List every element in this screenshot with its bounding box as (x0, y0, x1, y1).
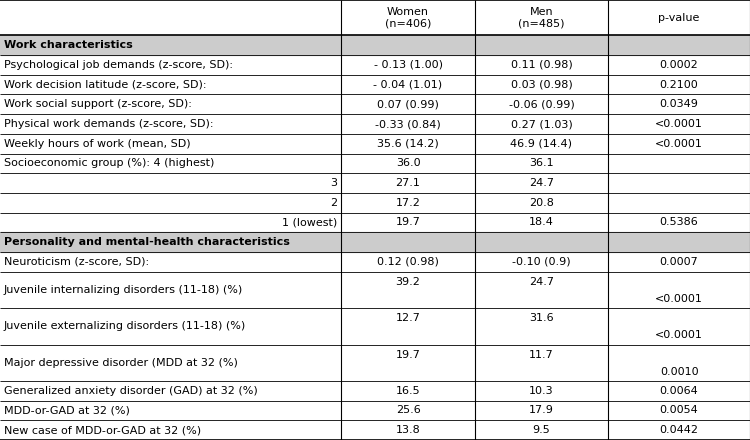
Text: 9.5: 9.5 (532, 425, 550, 435)
Text: 2: 2 (330, 198, 338, 208)
Text: 0.11 (0.98): 0.11 (0.98) (511, 60, 572, 70)
Text: 36.1: 36.1 (530, 158, 554, 169)
Text: 25.6: 25.6 (396, 406, 421, 415)
Text: 0.0010: 0.0010 (660, 367, 698, 377)
Text: - 0.04 (1.01): - 0.04 (1.01) (374, 80, 442, 90)
Text: Personality and mental-health characteristics: Personality and mental-health characteri… (4, 237, 290, 247)
Text: 0.07 (0.99): 0.07 (0.99) (377, 99, 439, 110)
Text: 19.7: 19.7 (395, 350, 421, 360)
Text: 27.1: 27.1 (395, 178, 421, 188)
Text: 0.12 (0.98): 0.12 (0.98) (377, 257, 439, 267)
Text: 0.0007: 0.0007 (660, 257, 698, 267)
Text: Weekly hours of work (mean, SD): Weekly hours of work (mean, SD) (4, 139, 190, 149)
Text: -0.10 (0.9): -0.10 (0.9) (512, 257, 571, 267)
Text: Women
(n=406): Women (n=406) (385, 7, 431, 29)
Text: 0.27 (1.03): 0.27 (1.03) (511, 119, 572, 129)
Text: 0.0349: 0.0349 (660, 99, 698, 110)
Text: 46.9 (14.4): 46.9 (14.4) (511, 139, 572, 149)
Text: Psychological job demands (z-score, SD):: Psychological job demands (z-score, SD): (4, 60, 232, 70)
Text: 10.3: 10.3 (530, 386, 554, 396)
Text: 0.0002: 0.0002 (660, 60, 698, 70)
Text: 16.5: 16.5 (396, 386, 420, 396)
Text: Major depressive disorder (MDD at 32 (%): Major depressive disorder (MDD at 32 (%) (4, 358, 238, 368)
Text: 36.0: 36.0 (396, 158, 420, 169)
Text: 0.5386: 0.5386 (660, 217, 698, 227)
Text: 19.7: 19.7 (395, 217, 421, 227)
Text: MDD-or-GAD at 32 (%): MDD-or-GAD at 32 (%) (4, 406, 130, 415)
Text: 31.6: 31.6 (530, 313, 554, 323)
Text: 24.7: 24.7 (529, 277, 554, 287)
Text: 12.7: 12.7 (395, 313, 421, 323)
Text: 20.8: 20.8 (529, 198, 554, 208)
Text: -0.33 (0.84): -0.33 (0.84) (375, 119, 441, 129)
Text: - 0.13 (1.00): - 0.13 (1.00) (374, 60, 442, 70)
Text: p-value: p-value (658, 13, 700, 23)
Text: 35.6 (14.2): 35.6 (14.2) (377, 139, 439, 149)
Text: 1 (lowest): 1 (lowest) (282, 217, 338, 227)
Text: Work decision latitude (z-score, SD):: Work decision latitude (z-score, SD): (4, 80, 206, 90)
Text: Work characteristics: Work characteristics (4, 40, 133, 50)
Text: 24.7: 24.7 (529, 178, 554, 188)
Text: Physical work demands (z-score, SD):: Physical work demands (z-score, SD): (4, 119, 213, 129)
Text: 0.0054: 0.0054 (660, 406, 698, 415)
Text: Work social support (z-score, SD):: Work social support (z-score, SD): (4, 99, 192, 110)
Text: 0.0442: 0.0442 (660, 425, 699, 435)
Text: 13.8: 13.8 (396, 425, 421, 435)
Text: New case of MDD-or-GAD at 32 (%): New case of MDD-or-GAD at 32 (%) (4, 425, 201, 435)
Text: 39.2: 39.2 (395, 277, 421, 287)
Text: <0.0001: <0.0001 (656, 330, 703, 341)
Bar (0, 36, 750, 55)
Text: Juvenile internalizing disorders (11-18) (%): Juvenile internalizing disorders (11-18)… (4, 285, 243, 295)
Text: Juvenile externalizing disorders (11-18) (%): Juvenile externalizing disorders (11-18)… (4, 321, 246, 331)
Text: Generalized anxiety disorder (GAD) at 32 (%): Generalized anxiety disorder (GAD) at 32… (4, 386, 257, 396)
Text: 17.9: 17.9 (529, 406, 554, 415)
Bar (0, 232, 750, 252)
Text: Men
(n=485): Men (n=485) (518, 7, 565, 29)
Text: 11.7: 11.7 (530, 350, 554, 360)
Text: Neuroticism (z-score, SD):: Neuroticism (z-score, SD): (4, 257, 148, 267)
Text: 17.2: 17.2 (395, 198, 421, 208)
Text: 0.03 (0.98): 0.03 (0.98) (511, 80, 572, 90)
Text: <0.0001: <0.0001 (656, 139, 703, 149)
Text: 18.4: 18.4 (529, 217, 554, 227)
Text: 0.0064: 0.0064 (660, 386, 698, 396)
Text: 3: 3 (331, 178, 338, 188)
Text: <0.0001: <0.0001 (656, 294, 703, 304)
Text: -0.06 (0.99): -0.06 (0.99) (509, 99, 574, 110)
Text: 0.2100: 0.2100 (660, 80, 698, 90)
Text: Socioeconomic group (%): 4 (highest): Socioeconomic group (%): 4 (highest) (4, 158, 214, 169)
Text: <0.0001: <0.0001 (656, 119, 703, 129)
